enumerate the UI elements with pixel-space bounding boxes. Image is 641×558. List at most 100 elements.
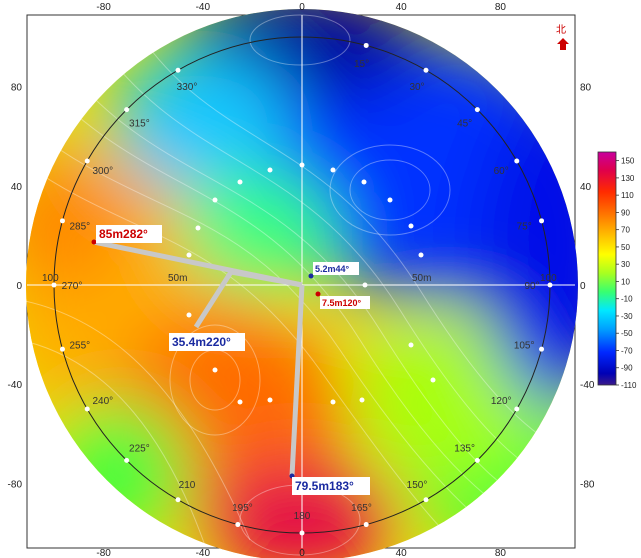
azimuth-dot-16 (59, 346, 65, 352)
azimuth-dot-13 (175, 497, 181, 503)
callout-7m-bg (320, 296, 370, 309)
azimuth-label-9: 150° (407, 480, 428, 491)
y-tick-left-1: 40 (11, 182, 23, 193)
callout-5m-bg (313, 262, 359, 275)
azimuth-dot-3 (514, 158, 520, 164)
colorbar-tick-2: 110 (621, 191, 634, 200)
azimuth-dot-1 (423, 67, 429, 73)
colorbar-tick-3: 90 (621, 208, 630, 217)
azimuth-dot-15 (84, 406, 90, 412)
azimuth-label-2: 45° (457, 118, 472, 129)
y-tick-left-2: 0 (16, 281, 22, 292)
callout-85m282: 85m282° (99, 227, 148, 241)
callout-7.5m120: 7.5m120° (322, 298, 362, 308)
callout-35.4m220: 35.4m220° (172, 335, 231, 349)
x-tick-bottom-0: -80 (96, 548, 111, 558)
y-tick-left-0: 80 (11, 83, 23, 94)
x-tick-top-4: 80 (495, 2, 507, 13)
azimuth-dot-5 (547, 282, 553, 288)
azimuth-dot-19 (84, 158, 90, 164)
y-tick-right-1: 40 (580, 182, 592, 193)
callout-85m-bg (96, 225, 162, 243)
azimuth-label-17: 270° (62, 281, 83, 292)
colorbar-tick-6: 30 (621, 260, 630, 269)
azimuth-label-7: 120° (491, 396, 512, 407)
azimuth-label-12: 195° (232, 503, 253, 514)
x-tick-bottom-1: -40 (196, 548, 211, 558)
callout-79.5m183: 79.5m183° (295, 479, 354, 493)
colorbar-tick-1: 130 (621, 174, 635, 183)
x-tick-top-2: 0 (299, 2, 305, 13)
azimuth-label-4: 75° (517, 221, 532, 232)
azimuth-dot-20 (124, 107, 130, 113)
colorbar-tick-11: -70 (621, 346, 633, 355)
azimuth-labels: 15° 30° 45° 60° 75° 90° 105° 120° 135° 150° 165° 18… (51, 42, 553, 536)
colorbar-tick-0: 150 (621, 157, 635, 166)
azimuth-dot-18 (59, 218, 65, 224)
azimuth-label-3: 60° (494, 166, 509, 177)
north-arrow-icon (557, 38, 569, 50)
x-tick-top-0: -80 (96, 2, 111, 13)
azimuth-label-13: 210 (179, 480, 196, 491)
vector-35m220-b (193, 270, 234, 329)
azimuth-label-8: 135° (454, 444, 475, 455)
callout-79m-bg (292, 477, 370, 495)
azimuth-dot-4 (539, 218, 545, 224)
azimuth-label-6: 105° (514, 341, 535, 352)
x-tick-bottom-4: 80 (495, 548, 507, 558)
displacement-vectors (93, 239, 305, 477)
azimuth-dot-9 (423, 497, 429, 503)
y-tick-right-0: 80 (580, 83, 592, 94)
ring-label-100-right: 100 (540, 273, 557, 284)
azimuth-label-10: 165° (351, 503, 372, 514)
colorbar-tick-13: -110 (621, 381, 637, 390)
colorbar-tick-4: 70 (621, 226, 630, 235)
azimuth-label-18: 285° (69, 221, 90, 232)
azimuth-label-20: 315° (129, 118, 150, 129)
azimuth-label-5: 90° (524, 281, 539, 292)
y-tick-right-3: -40 (580, 380, 595, 391)
azimuth-dot-12 (235, 522, 241, 528)
y-tick-right-4: -80 (580, 479, 595, 490)
y-tick-left-4: -80 (8, 479, 23, 490)
y-tick-left-3: -40 (8, 380, 23, 391)
azimuth-dot-10 (363, 522, 369, 528)
north-label: 北 (556, 24, 566, 36)
x-tick-top-1: -40 (196, 2, 211, 13)
azimuth-dot-8 (474, 457, 480, 463)
x-tick-bottom-3: 40 (396, 548, 408, 558)
azimuth-label-1: 30° (409, 82, 424, 93)
azimuth-label-19: 300° (92, 166, 113, 177)
ring-label-50-left: 50m (168, 273, 187, 284)
azimuth-dot-6 (539, 346, 545, 352)
azimuth-dot-2 (474, 107, 480, 113)
vector-79m183 (289, 284, 305, 477)
azimuth-label-21: 330° (177, 82, 198, 93)
azimuth-label-14: 225° (129, 444, 150, 455)
azimuth-dot-21 (175, 67, 181, 73)
colorbar-tick-12: -90 (621, 364, 633, 373)
colorbar-ticks: 150 130 110 90 70 50 30 10 -10 -30 -50 -70 -90 -110 (616, 157, 637, 390)
axis-ticks: -80 -80 -40 -40 0 0 40 40 80 80 80 80 40 40 0 0 -40 -40 -8… (8, 2, 595, 558)
ring-label-50-right: 50m (412, 273, 431, 284)
azimuth-label-15: 240° (92, 396, 113, 407)
callout-5.2m44: 5.2m44° (315, 264, 350, 274)
azimuth-dot-11 (299, 530, 305, 536)
y-tick-right-2: 0 (580, 281, 586, 292)
colorbar-tick-10: -50 (621, 329, 633, 338)
vector-35m220-a (230, 269, 303, 288)
azimuth-label-16: 255° (69, 341, 90, 352)
x-tick-bottom-2: 0 (299, 548, 305, 558)
colorbar-tick-8: -10 (621, 295, 633, 304)
azimuth-dot-14 (124, 457, 130, 463)
colorbar-tick-5: 50 (621, 243, 630, 252)
azimuth-label-0: 15° (354, 59, 369, 70)
ring-label-100-left: 100 (42, 273, 59, 284)
colorbar-tick-9: -30 (621, 312, 633, 321)
x-tick-top-3: 40 (396, 2, 408, 13)
azimuth-dot-17 (51, 282, 57, 288)
colorbar-tick-7: 10 (621, 277, 630, 286)
azimuth-dot-0 (363, 42, 369, 48)
azimuth-label-11: 180 (294, 511, 311, 522)
